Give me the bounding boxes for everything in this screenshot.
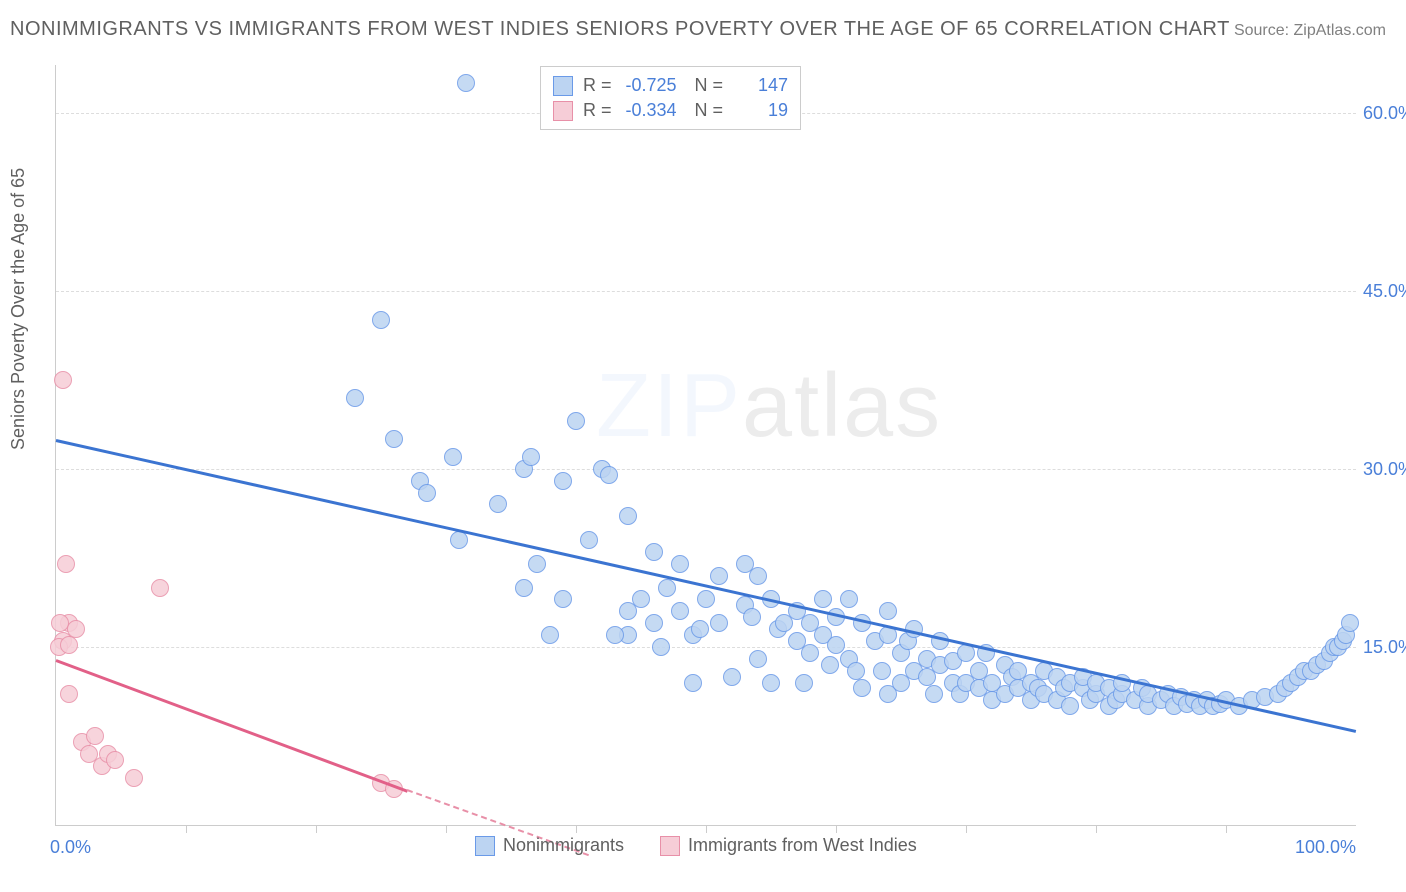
stat-r-label: R = xyxy=(583,98,612,123)
data-point xyxy=(671,555,689,573)
stat-n-label: N = xyxy=(695,73,724,98)
data-point xyxy=(691,620,709,638)
stat-r-label: R = xyxy=(583,73,612,98)
data-point xyxy=(515,579,533,597)
data-point xyxy=(106,751,124,769)
legend-label: Immigrants from West Indies xyxy=(688,835,917,856)
data-point xyxy=(879,602,897,620)
data-point xyxy=(853,679,871,697)
data-point xyxy=(762,674,780,692)
data-point xyxy=(554,472,572,490)
data-point xyxy=(1341,614,1359,632)
y-tick-label: 30.0% xyxy=(1363,459,1406,480)
data-point xyxy=(567,412,585,430)
data-point xyxy=(925,685,943,703)
data-point xyxy=(600,466,618,484)
gridline xyxy=(56,291,1356,292)
data-point xyxy=(151,579,169,597)
stat-n-value: 147 xyxy=(733,73,788,98)
x-tick xyxy=(446,825,447,833)
data-point xyxy=(671,602,689,620)
x-tick-label: 100.0% xyxy=(1295,837,1356,858)
stat-n-value: 19 xyxy=(733,98,788,123)
data-point xyxy=(814,590,832,608)
stats-box: R = -0.725 N = 147 R = -0.334 N = 19 xyxy=(540,66,801,130)
data-point xyxy=(457,74,475,92)
x-tick xyxy=(966,825,967,833)
scatter-plot: ZIPatlas xyxy=(55,65,1356,826)
trend-line xyxy=(56,439,1357,733)
legend-swatch xyxy=(553,76,573,96)
data-point xyxy=(554,590,572,608)
watermark: ZIPatlas xyxy=(596,355,942,458)
legend-item: Nonimmigrants xyxy=(475,835,624,856)
y-tick-label: 60.0% xyxy=(1363,103,1406,124)
data-point xyxy=(697,590,715,608)
data-point xyxy=(801,644,819,662)
x-tick xyxy=(1096,825,1097,833)
data-point xyxy=(723,668,741,686)
y-tick-label: 45.0% xyxy=(1363,281,1406,302)
data-point xyxy=(346,389,364,407)
gridline xyxy=(56,469,1356,470)
data-point xyxy=(372,311,390,329)
legend-item: Immigrants from West Indies xyxy=(660,835,917,856)
data-point xyxy=(541,626,559,644)
data-point xyxy=(847,662,865,680)
data-point xyxy=(385,430,403,448)
x-tick-label: 0.0% xyxy=(50,837,91,858)
data-point xyxy=(645,543,663,561)
data-point xyxy=(619,507,637,525)
x-tick xyxy=(576,825,577,833)
data-point xyxy=(580,531,598,549)
data-point xyxy=(444,448,462,466)
data-point xyxy=(840,590,858,608)
data-point xyxy=(743,608,761,626)
data-point xyxy=(652,638,670,656)
page-title: NONIMMIGRANTS VS IMMIGRANTS FROM WEST IN… xyxy=(10,18,1230,41)
legend-swatch xyxy=(475,836,495,856)
data-point xyxy=(1061,697,1079,715)
data-point xyxy=(60,636,78,654)
data-point xyxy=(684,674,702,692)
y-axis-label: Seniors Poverty Over the Age of 65 xyxy=(8,168,29,450)
data-point xyxy=(57,555,75,573)
legend-swatch xyxy=(660,836,680,856)
stats-row: R = -0.334 N = 19 xyxy=(553,98,788,123)
stat-r-value: -0.334 xyxy=(622,98,677,123)
data-point xyxy=(645,614,663,632)
legend-swatch xyxy=(553,101,573,121)
data-point xyxy=(489,495,507,513)
y-tick-label: 15.0% xyxy=(1363,637,1406,658)
data-point xyxy=(795,674,813,692)
data-point xyxy=(749,567,767,585)
data-point xyxy=(606,626,624,644)
data-point xyxy=(710,567,728,585)
data-point xyxy=(821,656,839,674)
data-point xyxy=(522,448,540,466)
source-label: Source: ZipAtlas.com xyxy=(1234,22,1386,40)
data-point xyxy=(749,650,767,668)
data-point xyxy=(54,371,72,389)
data-point xyxy=(86,727,104,745)
x-tick xyxy=(186,825,187,833)
data-point xyxy=(710,614,728,632)
data-point xyxy=(658,579,676,597)
stats-row: R = -0.725 N = 147 xyxy=(553,73,788,98)
x-tick xyxy=(836,825,837,833)
x-tick xyxy=(316,825,317,833)
data-point xyxy=(528,555,546,573)
trend-line xyxy=(55,659,407,792)
data-point xyxy=(873,662,891,680)
data-point xyxy=(632,590,650,608)
x-tick xyxy=(706,825,707,833)
stat-r-value: -0.725 xyxy=(622,73,677,98)
data-point xyxy=(60,685,78,703)
data-point xyxy=(125,769,143,787)
data-point xyxy=(418,484,436,502)
stat-n-label: N = xyxy=(695,98,724,123)
x-tick xyxy=(1226,825,1227,833)
gridline xyxy=(56,647,1356,648)
legend-label: Nonimmigrants xyxy=(503,835,624,856)
